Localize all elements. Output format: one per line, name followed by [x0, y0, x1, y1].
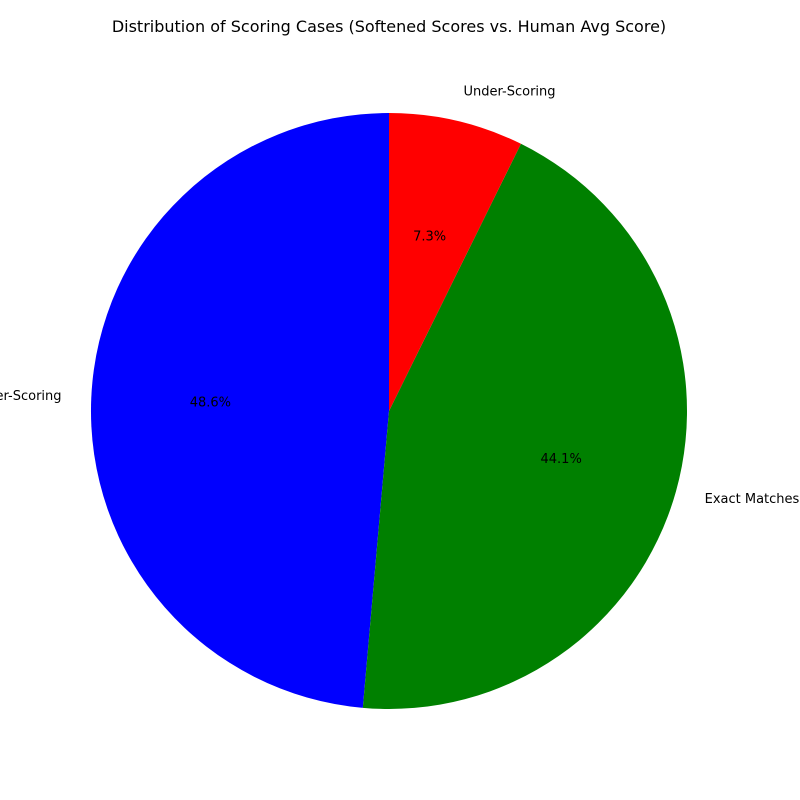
slice-label-exact-matches: Exact Matches	[705, 492, 800, 507]
pie-slice-exact-matches	[362, 143, 688, 710]
slice-label-over-scoring: Over-Scoring	[0, 389, 62, 404]
pie-slice-over-scoring	[90, 112, 390, 708]
slice-percent-over-scoring: 48.6%	[190, 396, 231, 411]
pie-labels: Over-Scoring 48.6% Exact Matches 44.1% Under…	[0, 84, 800, 507]
pie-slice-under-scoring	[389, 113, 521, 411]
chart-title: Distribution of Scoring Cases (Softened …	[112, 17, 666, 36]
slice-percent-exact-matches: 44.1%	[541, 452, 582, 467]
slice-percent-under-scoring: 7.3%	[413, 229, 446, 244]
slice-label-under-scoring: Under-Scoring	[464, 84, 556, 99]
pie-slices	[90, 112, 688, 710]
